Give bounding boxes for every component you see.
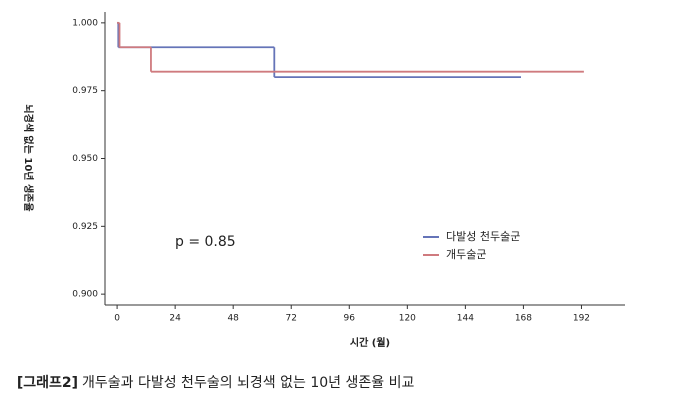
x-tick-label: 192: [573, 314, 590, 324]
x-tick-label: 144: [457, 314, 474, 324]
x-axis-label: 시간 (월): [350, 336, 390, 349]
x-tick-label: 48: [227, 314, 239, 324]
caption-label: [그래프2]: [17, 375, 78, 391]
legend-label: 다발성 천두술군: [446, 229, 520, 243]
x-tick-label: 24: [169, 314, 181, 324]
caption: 개두술과 다발성 천두술의 뇌경색 없는 10년 생존율 비교: [82, 375, 414, 391]
y-tick-label: 0.950: [72, 154, 98, 164]
annotation: p = 0.85: [175, 234, 236, 250]
y-tick-label: 0.900: [72, 290, 98, 300]
y-tick-label: 0.975: [72, 86, 98, 96]
y-tick-label: 1.000: [72, 18, 98, 28]
y-tick-label: 0.925: [72, 222, 98, 232]
x-tick-label: 96: [344, 314, 356, 324]
legend-label: 개두술군: [446, 248, 486, 261]
y-axis-label: 뇌경색 없는 10년 생존율: [22, 104, 35, 211]
x-tick-label: 0: [114, 314, 120, 324]
x-tick-label: 168: [515, 314, 532, 324]
x-tick-label: 72: [286, 314, 297, 324]
x-tick-label: 120: [399, 314, 416, 324]
